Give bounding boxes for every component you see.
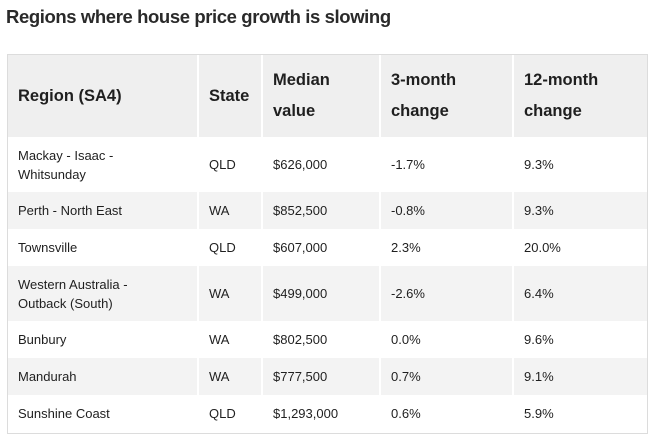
cell-12-month-change: 6.4% [513,266,647,321]
header-3m-line1: 3-month [391,71,457,89]
cell-region: Mandurah [8,358,199,395]
cell-12-month-change: 9.6% [513,321,647,358]
table-row: Western Australia - Outback (South) WA $4… [8,266,647,321]
table-row: Perth - North East WA $852,500 -0.8% 9.3… [8,192,647,229]
cell-3-month-change: 0.0% [380,321,514,358]
page-title: Regions where house price growth is slow… [6,6,391,27]
cell-3-month-change: 0.7% [380,358,514,395]
region-name-line2: Outback (South) [18,295,113,311]
table-row: Mandurah WA $777,500 0.7% 9.1% [8,358,647,395]
header-median-line1: Median [273,71,330,89]
header-12m-line2: change [524,102,582,120]
cell-median-value: $852,500 [262,192,381,229]
header-region-label: Region (SA4) [18,86,122,105]
cell-12-month-change: 20.0% [513,229,647,266]
cell-median-value: $607,000 [262,229,381,266]
column-header-region: Region (SA4) [8,55,199,137]
cell-state: QLD [198,229,263,266]
table-row: Mackay - Isaac - Whitsunday QLD $626,000 … [8,137,647,192]
cell-median-value: $1,293,000 [262,395,381,431]
cell-state: WA [198,266,263,321]
column-header-median-value: Median value [262,55,381,137]
table-row: Sunshine Coast QLD $1,293,000 0.6% 5.9% [8,395,647,431]
region-name-line2: Whitsunday [18,166,86,182]
cell-region: Mackay - Isaac - Whitsunday [8,137,199,192]
header-state-label: State [209,86,250,105]
data-table-container: Region (SA4) State Median value 3-month ch… [7,54,648,434]
header-12m-line1: 12-month [524,71,599,89]
cell-state: WA [198,321,263,358]
cell-region: Sunshine Coast [8,395,199,431]
cell-12-month-change: 9.1% [513,358,647,395]
cell-3-month-change: 2.3% [380,229,514,266]
cell-3-month-change: 0.6% [380,395,514,431]
cell-3-month-change: -2.6% [380,266,514,321]
table-row: Bunbury WA $802,500 0.0% 9.6% [8,321,647,358]
cell-12-month-change: 9.3% [513,137,647,192]
cell-state: WA [198,358,263,395]
cell-state: QLD [198,395,263,431]
cell-3-month-change: -0.8% [380,192,514,229]
column-header-state: State [198,55,263,137]
cell-median-value: $802,500 [262,321,381,358]
cell-state: QLD [198,137,263,192]
column-header-12-month-change: 12-month change [513,55,647,137]
cell-median-value: $626,000 [262,137,381,192]
cell-3-month-change: -1.7% [380,137,514,192]
cell-median-value: $499,000 [262,266,381,321]
header-3m-line2: change [391,102,449,120]
cell-12-month-change: 5.9% [513,395,647,431]
cell-median-value: $777,500 [262,358,381,395]
table-header-row: Region (SA4) State Median value 3-month ch… [8,55,647,137]
table-row: Townsville QLD $607,000 2.3% 20.0% [8,229,647,266]
cell-12-month-change: 9.3% [513,192,647,229]
column-header-3-month-change: 3-month change [380,55,514,137]
cell-state: WA [198,192,263,229]
region-name-line1: Mackay - Isaac - [18,147,114,163]
cell-region: Western Australia - Outback (South) [8,266,199,321]
cell-region: Bunbury [8,321,199,358]
header-median-line2: value [273,102,316,120]
region-name-line1: Western Australia - [18,276,128,292]
house-price-table: Region (SA4) State Median value 3-month ch… [8,55,647,431]
cell-region: Townsville [8,229,199,266]
cell-region: Perth - North East [8,192,199,229]
